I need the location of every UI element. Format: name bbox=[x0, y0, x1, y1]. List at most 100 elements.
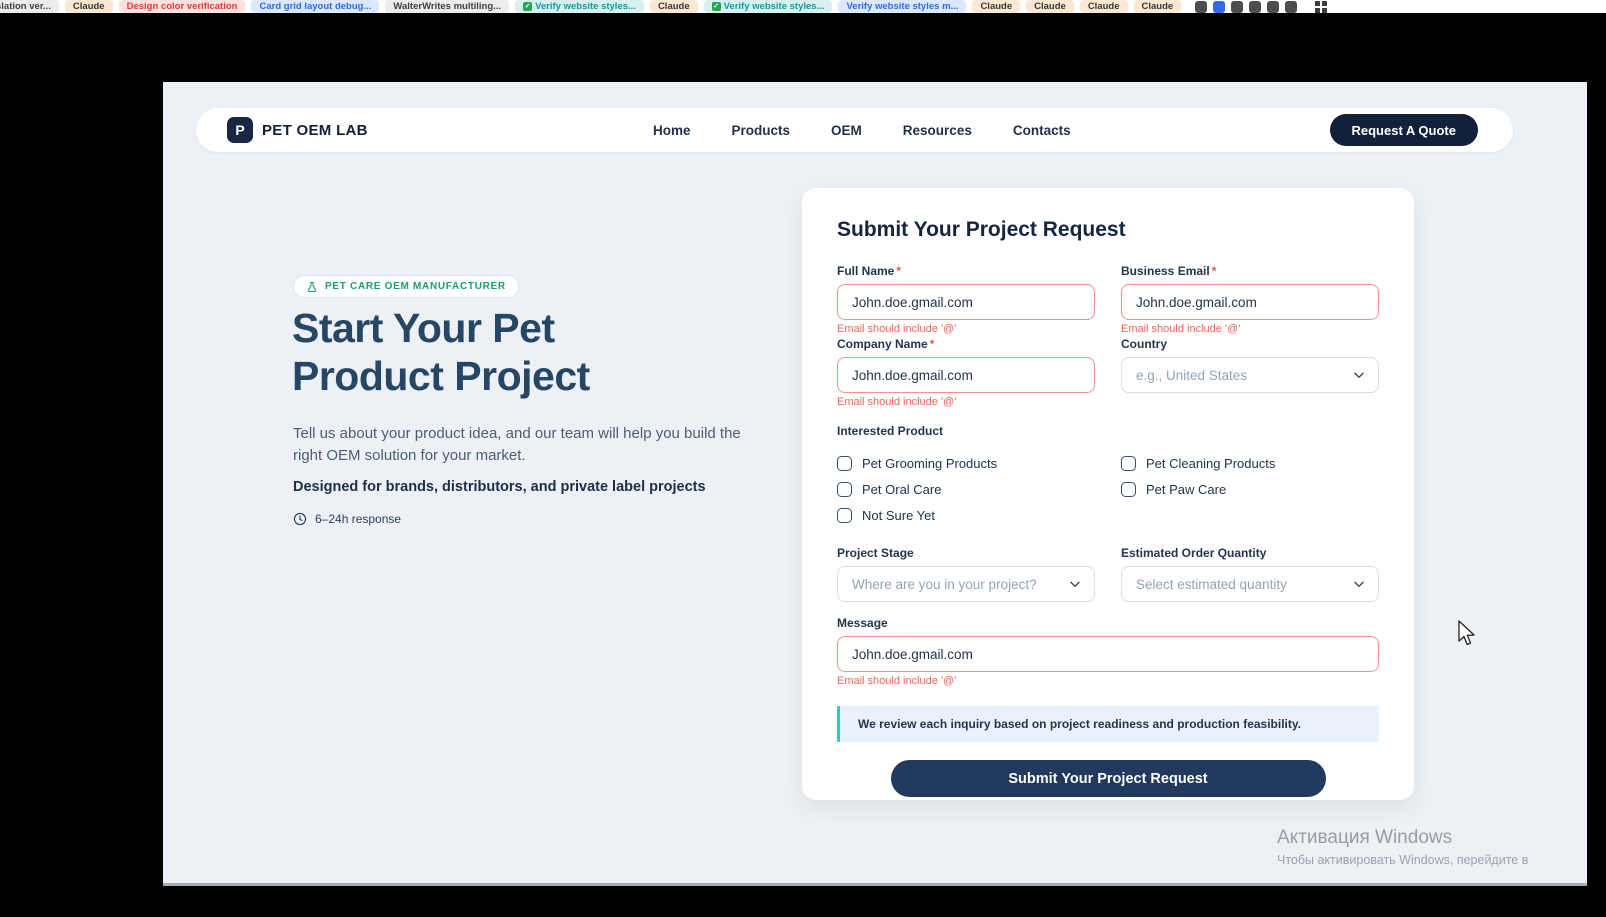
submit-button[interactable]: Submit Your Project Request bbox=[890, 760, 1326, 797]
tab-label: Claude bbox=[657, 1, 690, 12]
checkbox-not-sure-yet[interactable]: Not Sure Yet bbox=[837, 502, 1095, 528]
badge-label: PET CARE OEM MANUFACTURER bbox=[325, 281, 506, 292]
check-icon: ✓ bbox=[711, 2, 721, 11]
tab-label: Verify website styles... bbox=[535, 1, 636, 12]
page-viewport: P PET OEM LAB Home Products OEM Resource… bbox=[163, 82, 1587, 886]
business-email-input[interactable] bbox=[1121, 284, 1379, 320]
nav-item-products[interactable]: Products bbox=[731, 122, 791, 138]
message-group: Message Email should include '@' bbox=[837, 616, 1379, 689]
required-asterisk: * bbox=[1211, 264, 1217, 278]
checkbox-icon bbox=[1121, 455, 1136, 471]
browser-tab[interactable]: Claude bbox=[1026, 0, 1074, 13]
tab-label: Claude bbox=[1141, 1, 1174, 12]
tab-label: Claude bbox=[72, 1, 105, 12]
order-quantity-select[interactable]: Select estimated quantity bbox=[1121, 566, 1379, 602]
business-email-label: Business Email * bbox=[1121, 264, 1217, 278]
interested-product-options: Pet Grooming Products Pet Oral Care Not … bbox=[837, 450, 1379, 528]
hero-title: Start Your Pet Product Project bbox=[292, 305, 590, 399]
company-name-input[interactable] bbox=[837, 357, 1095, 393]
required-asterisk: * bbox=[929, 337, 935, 351]
tab-label: Card grid layout debug... bbox=[259, 1, 372, 12]
order-quantity-label: Estimated Order Quantity bbox=[1121, 546, 1267, 560]
pinned-tab-icon[interactable] bbox=[1267, 0, 1280, 13]
site-header: P PET OEM LAB Home Products OEM Resource… bbox=[196, 108, 1513, 152]
company-name-error: Email should include '@' bbox=[837, 396, 957, 408]
tab-groups-grid-icon[interactable] bbox=[1315, 0, 1328, 13]
request-quote-button[interactable]: Request A Quote bbox=[1329, 114, 1478, 146]
pinned-tab-icon[interactable] bbox=[1213, 0, 1226, 13]
form-title: Submit Your Project Request bbox=[837, 218, 1126, 241]
browser-tab[interactable]: Claude bbox=[1079, 0, 1128, 13]
browser-tab[interactable]: Claude bbox=[972, 0, 1021, 13]
checkbox-icon bbox=[837, 481, 852, 497]
brand-name[interactable]: PET OEM LAB bbox=[262, 121, 368, 139]
checkbox-icon bbox=[1121, 481, 1136, 497]
tab-label: Claude bbox=[1034, 1, 1066, 12]
pinned-tab-icon[interactable] bbox=[1195, 0, 1208, 13]
pinned-tab-icon[interactable] bbox=[1285, 0, 1298, 13]
full-name-error: Email should include '@' bbox=[837, 323, 957, 335]
hero-subheading: Designed for brands, distributors, and p… bbox=[293, 479, 706, 495]
browser-tab[interactable]: Claude bbox=[1133, 0, 1182, 13]
tab-label: Verify website styles... bbox=[723, 1, 825, 12]
tab-label: slation ver... bbox=[0, 1, 51, 12]
browser-tab[interactable]: ✓ Verify website styles... bbox=[515, 0, 644, 13]
browser-tab[interactable]: slation ver... bbox=[0, 0, 59, 13]
country-group: Country e.g., United States bbox=[1121, 337, 1379, 410]
check-icon: ✓ bbox=[523, 2, 533, 11]
windows-activation-watermark-sub: Чтобы активировать Windows, перейдите в bbox=[1277, 853, 1529, 867]
chevron-down-icon bbox=[1354, 581, 1364, 587]
windows-activation-watermark: Активация Windows bbox=[1277, 827, 1453, 848]
business-email-group: Business Email* Email should include '@' bbox=[1121, 264, 1379, 337]
tab-label: Claude bbox=[1087, 1, 1120, 12]
full-name-input[interactable] bbox=[837, 284, 1095, 320]
browser-tab-strip: slation ver... Claude Design color verif… bbox=[0, 0, 1606, 13]
checkbox-icon bbox=[837, 455, 852, 471]
flask-icon bbox=[307, 281, 317, 292]
nav-item-oem[interactable]: OEM bbox=[831, 122, 862, 138]
pinned-tab-icon[interactable] bbox=[1231, 0, 1244, 13]
country-label: Country bbox=[1121, 337, 1167, 351]
full-name-label: Full Name * bbox=[837, 264, 902, 278]
chevron-down-icon bbox=[1354, 372, 1364, 378]
clock-icon bbox=[293, 512, 307, 526]
project-stage-label: Project Stage bbox=[837, 546, 914, 560]
checkbox-icon bbox=[837, 507, 852, 523]
browser-tab[interactable]: WalterWrites multiling... bbox=[385, 0, 510, 13]
pinned-tab-icon[interactable] bbox=[1249, 0, 1262, 13]
checkbox-pet-paw-care[interactable]: Pet Paw Care bbox=[1121, 476, 1379, 502]
tab-label: WalterWrites multiling... bbox=[393, 1, 502, 12]
country-select[interactable]: e.g., United States bbox=[1121, 357, 1379, 393]
checkbox-pet-grooming[interactable]: Pet Grooming Products bbox=[837, 450, 1095, 476]
mouse-cursor bbox=[1458, 620, 1475, 646]
browser-tab[interactable]: Card grid layout debug... bbox=[251, 0, 380, 13]
chevron-down-icon bbox=[1070, 581, 1080, 587]
company-name-group: Company Name* Email should include '@' bbox=[837, 337, 1095, 410]
tab-label: Design color verification bbox=[126, 1, 238, 12]
browser-tab[interactable]: ✓ Verify website styles... bbox=[703, 0, 833, 13]
browser-tab[interactable]: Claude bbox=[64, 0, 113, 13]
message-label: Message bbox=[837, 616, 888, 630]
checkbox-pet-cleaning[interactable]: Pet Cleaning Products bbox=[1121, 450, 1379, 476]
nav-item-home[interactable]: Home bbox=[653, 122, 691, 138]
browser-tab[interactable]: Claude bbox=[649, 0, 698, 13]
interested-product-label: Interested Product bbox=[837, 424, 944, 438]
project-stage-select[interactable]: Where are you in your project? bbox=[837, 566, 1095, 602]
browser-tab[interactable]: Verify website styles m... bbox=[838, 0, 967, 13]
browser-tab[interactable]: Design color verification bbox=[118, 0, 246, 13]
tab-label: Claude bbox=[980, 1, 1013, 12]
nav-item-contacts[interactable]: Contacts bbox=[1012, 122, 1071, 138]
hero-description: Tell us about your product idea, and our… bbox=[293, 425, 741, 465]
manufacturer-badge: PET CARE OEM MANUFACTURER bbox=[293, 275, 519, 298]
brand-logo[interactable]: P bbox=[227, 117, 253, 143]
full-name-group: Full Name* Email should include '@' bbox=[837, 264, 1095, 337]
message-error: Email should include '@' bbox=[837, 675, 957, 687]
company-name-label: Company Name * bbox=[837, 337, 935, 351]
message-input[interactable] bbox=[837, 636, 1379, 672]
response-time: 6–24h response bbox=[293, 512, 401, 526]
nav-item-resources[interactable]: Resources bbox=[902, 122, 972, 138]
project-stage-group: Project Stage Where are you in your proj… bbox=[837, 546, 1095, 602]
order-quantity-group: Estimated Order Quantity Select estimate… bbox=[1121, 546, 1379, 602]
checkbox-pet-oral-care[interactable]: Pet Oral Care bbox=[837, 476, 1095, 502]
main-nav: Home Products OEM Resources Contacts bbox=[653, 108, 1071, 152]
